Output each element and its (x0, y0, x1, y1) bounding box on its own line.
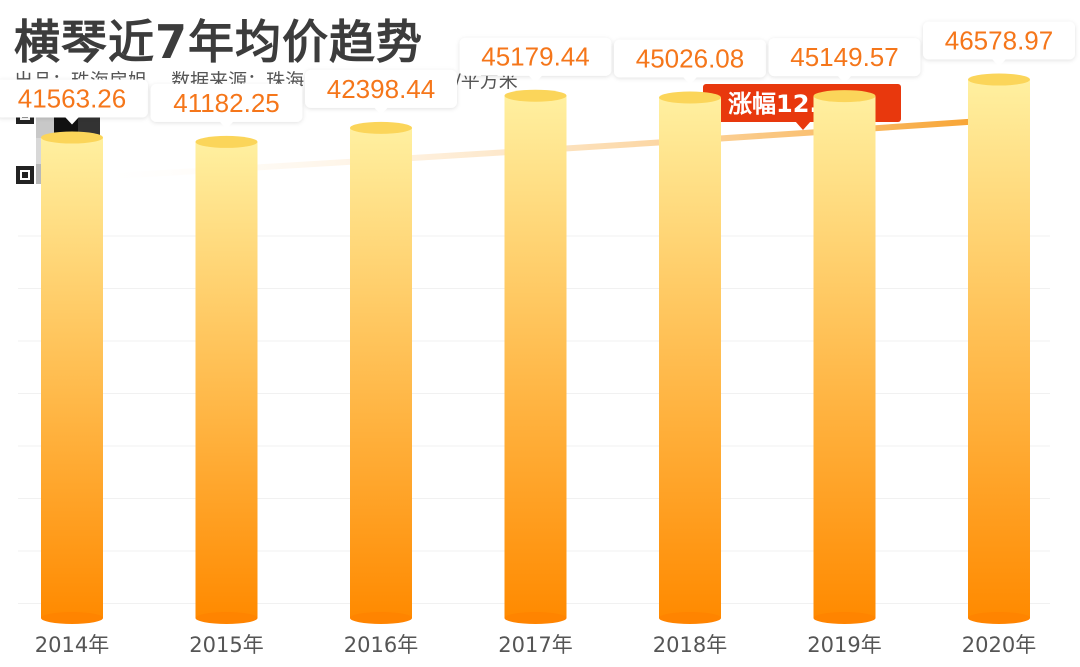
value-label-text: 45179.44 (481, 42, 589, 72)
x-tick-label: 2015年 (189, 633, 263, 657)
value-label-text: 46578.97 (945, 26, 1053, 56)
value-label: 45026.08 (614, 39, 766, 85)
value-label-text: 42398.44 (327, 74, 435, 104)
x-tick-label: 2019年 (807, 633, 881, 657)
bar-base (195, 612, 258, 624)
bar (968, 73, 1030, 624)
x-tick-label: 2020年 (962, 633, 1036, 657)
x-tick-label: 2016年 (344, 633, 418, 657)
value-label: 42398.44 (305, 69, 457, 115)
bar-cap (968, 73, 1030, 86)
value-label-pointer (837, 75, 852, 84)
value-label-text: 45149.57 (790, 42, 898, 72)
value-label-pointer (65, 117, 79, 125)
bar-base (968, 612, 1030, 624)
bar-cap (350, 121, 412, 134)
bar-base (813, 612, 876, 624)
bar-cap (195, 135, 258, 148)
bar (504, 89, 567, 624)
value-label-box (0, 79, 148, 118)
value-label-text: 41563.26 (18, 84, 126, 114)
value-label-box (305, 69, 457, 108)
bar-base (350, 612, 412, 624)
value-label: 46578.97 (923, 21, 1075, 67)
value-label-pointer (528, 75, 543, 83)
value-label: 41182.25 (150, 83, 303, 129)
bar-body (813, 96, 876, 618)
bar-base (504, 612, 567, 624)
bar-cap (659, 91, 721, 104)
value-label-box (768, 38, 921, 77)
value-label-box (923, 21, 1075, 60)
value-label-text: 45026.08 (636, 43, 744, 73)
value-label-box (150, 83, 303, 122)
bar-cap (41, 131, 103, 144)
value-label-text: 41182.25 (173, 88, 280, 118)
bar-body (504, 95, 567, 619)
value-label-box (614, 39, 766, 78)
value-label: 45149.57 (768, 38, 921, 84)
bar (350, 121, 412, 624)
value-label: 45179.44 (459, 37, 612, 83)
bar-cap (504, 89, 567, 102)
bar-base (659, 612, 721, 624)
value-label-pointer (683, 76, 697, 85)
bar (195, 135, 258, 624)
value-label-pointer (219, 121, 234, 129)
bar (813, 90, 876, 624)
value-label-pointer (992, 59, 1006, 67)
x-tick-label: 2014年 (35, 633, 109, 657)
x-tick-label: 2018年 (653, 633, 727, 657)
bar-body (659, 97, 721, 618)
value-label: 41563.26 (0, 79, 148, 125)
bar (41, 131, 103, 624)
bar-body (41, 137, 103, 618)
bar (659, 91, 721, 624)
chart-title: 横琴近7年均价趋势 (14, 15, 424, 69)
bar-body (968, 79, 1030, 618)
value-labels: 41563.26 41182.25 42398.44 45179.44 45026.08… (0, 21, 1075, 129)
bars (41, 73, 1030, 624)
bar-cap (813, 90, 876, 103)
growth-badge-pointer (795, 121, 811, 130)
bar-body (350, 127, 412, 619)
value-label-box (459, 37, 612, 76)
x-tick-label: 2017年 (498, 633, 572, 657)
bar-base (41, 612, 103, 624)
bar-body (195, 141, 258, 618)
value-label-pointer (374, 107, 388, 115)
x-axis-ticks: 2014年 2015年 2016年 2017年 2018年 2019年 2020年 (35, 633, 1036, 657)
